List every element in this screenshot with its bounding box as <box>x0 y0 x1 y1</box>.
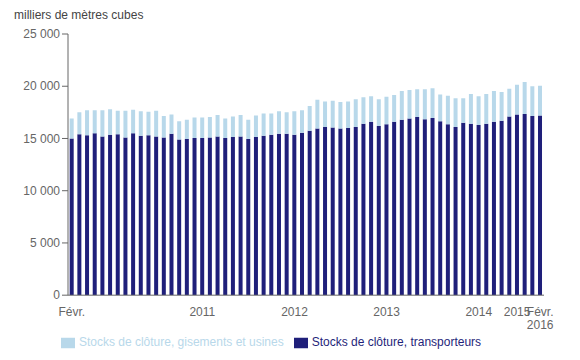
svg-text:25 000: 25 000 <box>23 27 60 41</box>
svg-text:2013: 2013 <box>373 305 400 319</box>
svg-text:Févr.2016: Févr.2016 <box>527 305 554 333</box>
svg-text:2014: 2014 <box>465 305 492 319</box>
html-text:Stocks de clôture, gisements e: Stocks de clôture, gisements et usines <box>78 335 284 350</box>
svg-text:2015: 2015 <box>503 304 531 319</box>
svg-text:5 000: 5 000 <box>30 236 60 250</box>
svg-text:2012: 2012 <box>281 305 308 319</box>
html-text:Stocks de clôture, transporteu: Stocks de clôture, transporteurs <box>311 335 482 350</box>
svg-text:2011: 2011 <box>189 305 215 319</box>
svg-text:20 000: 20 000 <box>23 79 60 93</box>
svg-text:10 000: 10 000 <box>23 184 60 198</box>
svg-text:0: 0 <box>53 288 60 302</box>
svg-text:15 000: 15 000 <box>23 132 60 146</box>
html-text:milliers de mètres cubes: milliers de mètres cubes <box>14 8 144 22</box>
svg-text:Févr.: Févr. <box>59 305 86 319</box>
